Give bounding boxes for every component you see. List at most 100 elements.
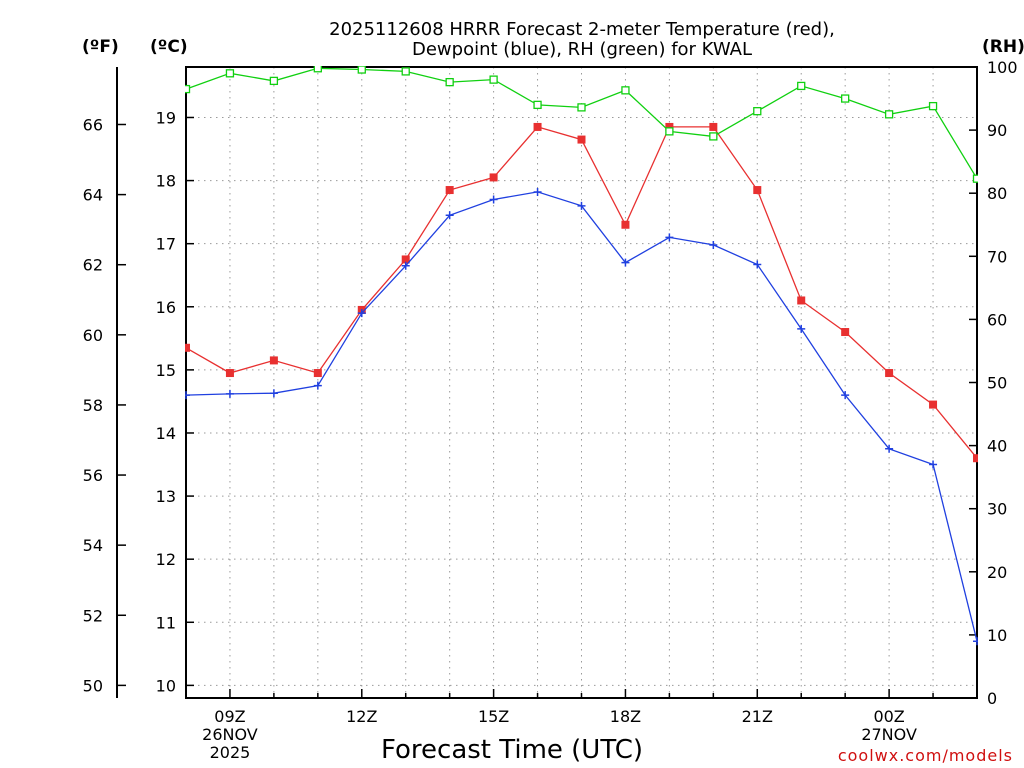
relative-humidity-point — [269, 76, 279, 86]
celsius-tick-label: 18 — [156, 172, 176, 191]
dewpoint-point — [533, 187, 542, 196]
celsius-tick-label: 19 — [156, 108, 176, 127]
credit-text: coolwx.com/models — [838, 746, 1013, 765]
temperature-point — [929, 400, 938, 409]
relative-humidity-point — [972, 174, 978, 183]
temperature-point — [225, 369, 234, 378]
fahrenheit-tick-label: 58 — [83, 396, 103, 415]
fahrenheit-tick-label: 64 — [83, 186, 103, 205]
relative-humidity-point — [841, 94, 850, 103]
x-tick-label: 09Z — [214, 707, 245, 726]
gridlines — [185, 67, 978, 698]
celsius-tick-label: 11 — [156, 613, 176, 632]
x-tick-label: 21Z — [742, 707, 773, 726]
fahrenheit-unit-label: (ºF) — [82, 37, 119, 57]
dewpoint-point — [841, 391, 850, 400]
dewpoint-point — [313, 381, 322, 390]
temperature-point — [269, 356, 278, 365]
temperature-point — [313, 369, 322, 378]
relative-humidity-point — [797, 81, 806, 91]
relative-humidity-point — [665, 127, 674, 136]
rh-tick-label: 70 — [987, 247, 1007, 266]
rh-tick-label: 90 — [987, 121, 1007, 140]
relative-humidity-point — [445, 77, 454, 87]
dewpoint-point — [225, 389, 234, 398]
rh-tick-label: 80 — [987, 184, 1007, 203]
relative-humidity-point — [533, 100, 542, 110]
relative-humidity-point — [313, 66, 322, 73]
x-tick-label: 18Z — [610, 707, 641, 726]
temperature-point — [665, 122, 674, 131]
chart-title-line2: Dewpoint (blue), RH (green) for KWAL — [412, 39, 752, 60]
x-tick-label: 15Z — [478, 707, 509, 726]
dewpoint-point — [269, 389, 278, 398]
relative-humidity-point — [753, 107, 762, 116]
rh-tick-label: 40 — [987, 437, 1007, 456]
fahrenheit-tick-label: 54 — [83, 536, 103, 555]
fahrenheit-tick-label: 50 — [83, 676, 103, 695]
rh-tick-label: 10 — [987, 626, 1007, 645]
dewpoint-point — [489, 195, 498, 204]
relative-humidity-point — [928, 101, 938, 111]
relative-humidity-point — [884, 110, 894, 119]
relative-humidity-point — [357, 66, 366, 74]
x-tick-label: 00Z — [873, 707, 904, 726]
celsius-tick-label: 10 — [156, 676, 176, 695]
temperature-point — [841, 328, 850, 337]
temperature-point — [577, 135, 586, 144]
temperature-point — [973, 454, 978, 463]
temperature-point — [489, 173, 498, 182]
relative-humidity-point — [185, 84, 191, 94]
relative-humidity-point — [489, 75, 498, 84]
rh-tick-label: 0 — [987, 689, 997, 708]
fahrenheit-tick-label: 52 — [83, 606, 103, 625]
series-layer — [185, 66, 978, 646]
axes: 50 52 54 56 58 60 62 64 66 10 11 12 13 14 15 16 17 18 19 0 1… — [83, 58, 1018, 762]
fahrenheit-tick-label: 56 — [83, 466, 103, 485]
x-tick-date-label: 27NOV — [861, 725, 917, 744]
x-tick-date-label: 26NOV — [202, 725, 258, 744]
rh-tick-label: 50 — [987, 374, 1007, 393]
temperature-point — [797, 296, 806, 305]
temperature-line — [185, 126, 978, 459]
dewpoint-point — [665, 233, 674, 242]
celsius-tick-label: 12 — [156, 550, 176, 569]
temperature-point — [445, 186, 454, 195]
rh-tick-label: 60 — [987, 310, 1007, 329]
plot-frame — [185, 66, 978, 699]
dewpoint-point — [401, 261, 410, 270]
dewpoint-point — [621, 258, 630, 267]
chart-title-line1: 2025112608 HRRR Forecast 2-meter Tempera… — [329, 19, 835, 40]
temperature-point — [709, 122, 718, 131]
relative-humidity-point — [621, 86, 630, 95]
relative-humidity-line — [185, 67, 978, 180]
temperature-point — [885, 369, 894, 378]
rh-tick-label: 30 — [987, 500, 1007, 519]
fahrenheit-tick-label: 60 — [83, 326, 103, 345]
dewpoint-point — [185, 391, 190, 400]
relative-humidity-point — [225, 69, 235, 78]
rh-tick-label: 20 — [987, 563, 1007, 582]
temperature-point — [753, 186, 762, 195]
dewpoint-point — [445, 211, 454, 220]
dewpoint-point — [797, 324, 806, 333]
dewpoint-point — [753, 260, 762, 269]
dewpoint-point — [577, 201, 586, 210]
celsius-tick-label: 16 — [156, 298, 176, 317]
relative-humidity-point — [401, 67, 410, 76]
dewpoint-point — [885, 444, 894, 453]
relative-humidity-point — [577, 103, 586, 112]
celsius-tick-label: 17 — [156, 235, 176, 254]
temperature-point — [185, 343, 190, 352]
fahrenheit-tick-label: 62 — [83, 256, 103, 275]
dewpoint-point — [709, 240, 718, 249]
dewpoint-point — [357, 309, 366, 318]
fahrenheit-tick-label: 66 — [83, 115, 103, 134]
series-group — [185, 66, 978, 646]
x-tick-year-label: 2025 — [210, 743, 251, 762]
dewpoint-point — [973, 637, 978, 646]
x-tick-label: 12Z — [346, 707, 377, 726]
celsius-tick-label: 14 — [156, 424, 176, 443]
rh-unit-label: (RH) — [982, 37, 1024, 57]
